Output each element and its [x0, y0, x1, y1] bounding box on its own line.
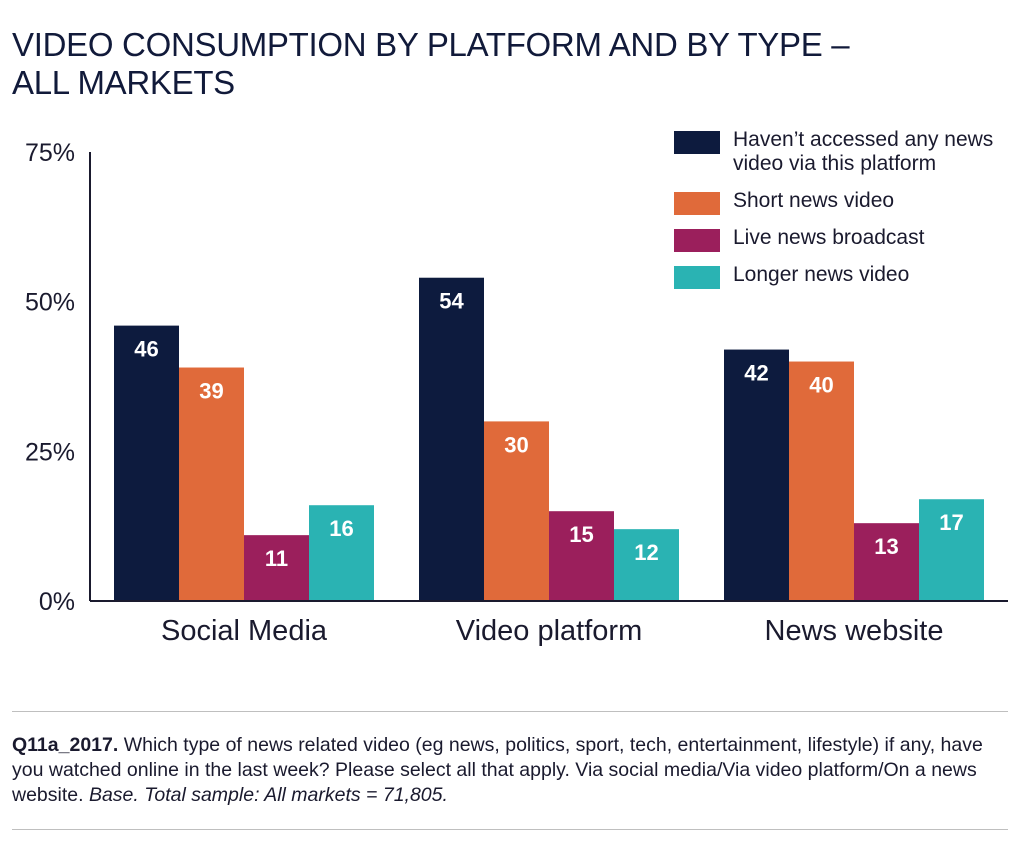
legend-swatch-not-accessed	[674, 131, 720, 154]
legend-item-not-accessed: Haven’t accessed any news video via this…	[674, 128, 1019, 176]
bar-2-3	[919, 499, 984, 601]
bar-value-label-1-2: 15	[569, 522, 593, 547]
bar-value-label-2-2: 13	[874, 534, 898, 559]
bar-value-label-2-1: 40	[809, 373, 833, 398]
bar-value-label-0-3: 16	[329, 516, 353, 541]
y-tick-label-25: 25%	[25, 438, 75, 466]
footnote: Q11a_2017. Which type of news related vi…	[12, 733, 1012, 808]
bar-2-0	[724, 349, 789, 601]
bar-1-1	[484, 421, 549, 601]
legend-item-live-broadcast: Live news broadcast	[674, 226, 1019, 252]
bar-0-0	[114, 325, 179, 601]
bar-2-2	[854, 523, 919, 601]
bar-value-label-1-1: 30	[504, 432, 528, 457]
bar-2-1	[789, 361, 854, 601]
bar-1-2	[549, 511, 614, 601]
x-category-label-2: News website	[765, 615, 944, 647]
bar-1-3	[614, 529, 679, 601]
chart-title-line-2: ALL MARKETS	[12, 64, 235, 101]
y-tick-label-0: 0%	[39, 588, 75, 616]
bar-0-2	[244, 535, 309, 601]
bar-value-label-2-3: 17	[939, 510, 963, 535]
legend-swatch-short-video	[674, 192, 720, 215]
legend-swatch-live-broadcast	[674, 229, 720, 252]
bar-0-3	[309, 505, 374, 601]
legend-swatch-longer-video	[674, 266, 720, 289]
bar-value-label-0-1: 39	[199, 379, 223, 404]
bar-value-label-0-2: 11	[265, 546, 288, 571]
footnote-question-text: Which type of news related video (eg new…	[12, 734, 983, 806]
y-tick-label-50: 50%	[25, 289, 75, 317]
bar-value-label-1-0: 54	[439, 289, 464, 314]
bar-value-label-1-3: 12	[634, 540, 658, 565]
chart-legend: Haven’t accessed any news video via this…	[674, 128, 1019, 300]
legend-label-not-accessed: Haven’t accessed any news video via this…	[733, 128, 994, 175]
bar-value-label-2-0: 42	[744, 361, 768, 386]
legend-item-longer-video: Longer news video	[674, 263, 1019, 289]
x-category-label-0: Social Media	[161, 615, 328, 647]
y-tick-label-75: 75%	[25, 139, 75, 167]
bar-chart: 0% 25% 50% 75% 46 39 11 16 Social Media 54 30 15 12 V…	[25, 139, 1008, 647]
bar-0-1	[179, 367, 244, 601]
bar-value-label-0-0: 46	[134, 337, 158, 362]
chart-title: VIDEO CONSUMPTION BY PLATFORM AND BY TYP…	[12, 26, 912, 102]
bar-1-0	[419, 277, 484, 601]
x-category-label-1: Video platform	[456, 615, 642, 647]
footnote-bottom-rule	[12, 829, 1008, 830]
footnote-base: Base. Total sample: All markets = 71,805…	[88, 784, 448, 806]
legend-item-short-video: Short news video	[674, 189, 1019, 215]
chart-title-line-1: VIDEO CONSUMPTION BY PLATFORM AND BY TYP…	[12, 26, 850, 63]
footnote-question-id: Q11a_2017.	[12, 734, 119, 756]
legend-label-live-broadcast: Live news broadcast	[733, 226, 925, 249]
legend-label-longer-video: Longer news video	[733, 263, 910, 286]
legend-label-short-video: Short news video	[733, 189, 895, 212]
footnote-top-rule	[12, 711, 1008, 712]
